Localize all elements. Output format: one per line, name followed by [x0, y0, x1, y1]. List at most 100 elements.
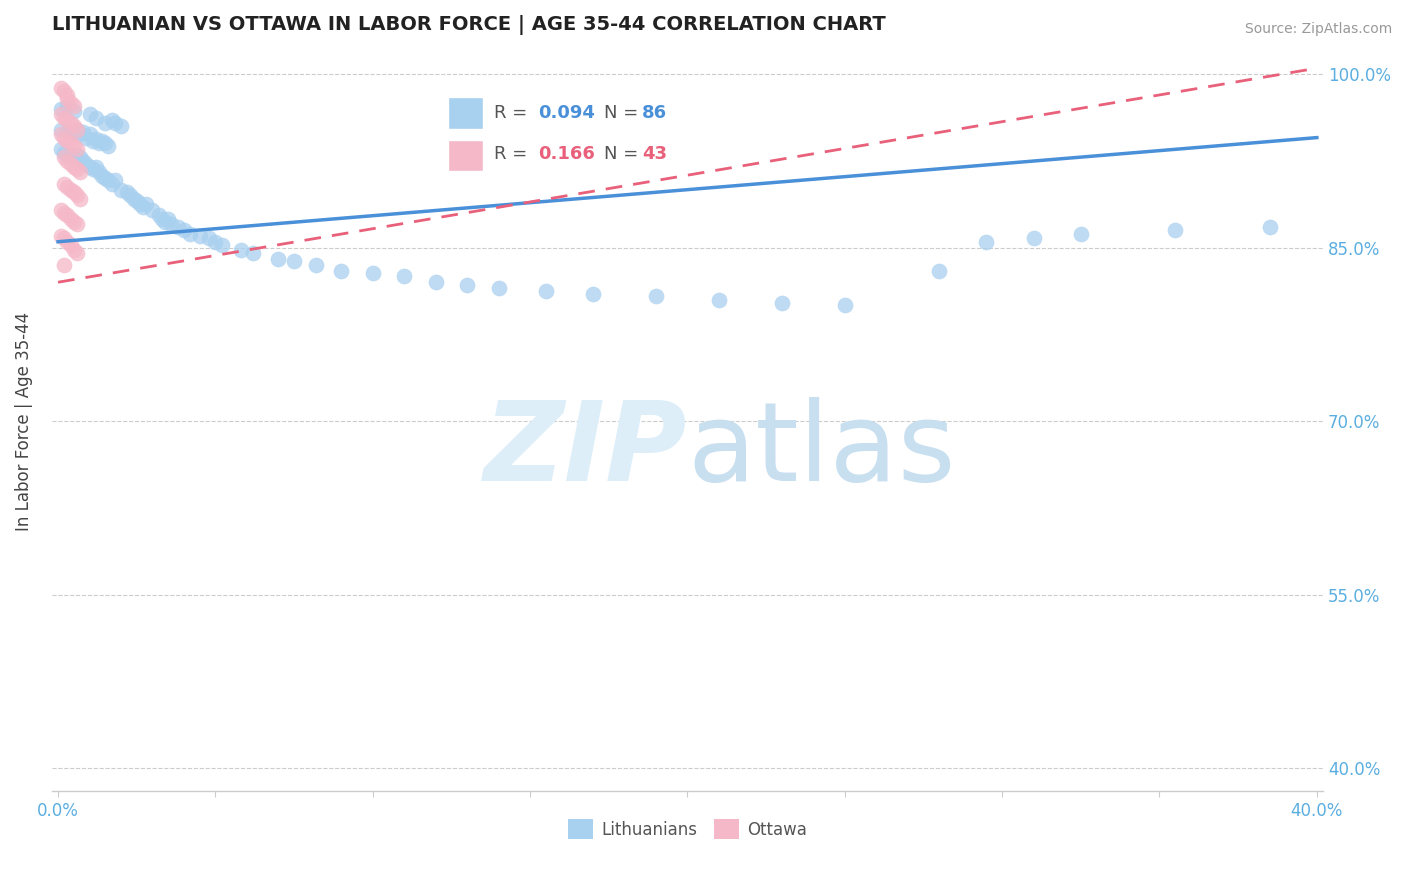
Point [122, 192, 145, 206]
Point [97, 173, 120, 187]
Point [53, 111, 76, 125]
Point [56, 208, 79, 222]
Point [72, 125, 94, 139]
Point [53, 206, 76, 220]
Point [66, 148, 89, 162]
Text: ZIP: ZIP [484, 397, 688, 504]
Point [166, 219, 188, 234]
Point [84, 132, 107, 146]
Point [66, 122, 89, 136]
Point [160, 218, 183, 232]
Point [51, 102, 73, 116]
Point [62, 150, 84, 164]
Point [94, 136, 117, 151]
Point [1258, 219, 1281, 234]
Point [305, 258, 328, 272]
Point [135, 196, 157, 211]
Point [56, 235, 79, 249]
Point [1070, 227, 1092, 241]
Point [72, 153, 94, 168]
Point [53, 177, 76, 191]
Point [59, 127, 82, 141]
Point [928, 263, 950, 277]
Point [87, 136, 110, 151]
Point [51, 142, 73, 156]
Point [56, 180, 79, 194]
Point [56, 99, 79, 113]
Point [66, 246, 89, 260]
Point [128, 196, 150, 211]
Point [229, 243, 252, 257]
Point [242, 246, 264, 260]
Point [834, 298, 856, 312]
Point [425, 275, 447, 289]
Point [173, 223, 195, 237]
Point [283, 254, 305, 268]
Point [53, 150, 76, 164]
Point [148, 208, 170, 222]
Point [132, 200, 155, 214]
Point [53, 231, 76, 245]
Point [66, 122, 89, 136]
Point [69, 165, 91, 179]
Point [211, 238, 233, 252]
Point [87, 165, 110, 179]
Point [488, 281, 510, 295]
Point [97, 138, 120, 153]
Point [770, 296, 793, 310]
Point [125, 194, 148, 209]
Point [79, 127, 101, 141]
Point [110, 183, 132, 197]
Point [51, 107, 73, 121]
Point [141, 203, 163, 218]
Point [204, 235, 226, 249]
Point [66, 161, 89, 176]
Point [56, 148, 79, 162]
Point [179, 227, 201, 241]
Point [645, 289, 668, 303]
Point [62, 125, 84, 139]
Point [59, 238, 82, 252]
Point [56, 87, 79, 102]
Point [75, 130, 97, 145]
Point [56, 125, 79, 139]
Point [91, 134, 114, 148]
Point [59, 211, 82, 226]
Point [120, 188, 142, 202]
Point [82, 161, 104, 176]
Point [100, 177, 122, 191]
Point [51, 80, 73, 95]
Point [59, 136, 82, 151]
Point [150, 211, 173, 226]
Point [392, 269, 415, 284]
Point [62, 138, 84, 153]
Point [94, 171, 117, 186]
Point [456, 277, 478, 292]
Point [56, 113, 79, 128]
Point [69, 150, 91, 164]
Point [56, 92, 79, 106]
Point [66, 218, 89, 232]
Point [79, 160, 101, 174]
Point [188, 229, 211, 244]
Point [62, 99, 84, 113]
Point [53, 130, 76, 145]
Point [82, 134, 104, 148]
Point [53, 145, 76, 160]
Point [59, 157, 82, 171]
Point [51, 229, 73, 244]
Point [361, 266, 384, 280]
Point [62, 160, 84, 174]
Point [62, 215, 84, 229]
Point [91, 169, 114, 183]
Point [51, 127, 73, 141]
Point [59, 115, 82, 129]
Point [66, 142, 89, 156]
Point [69, 192, 91, 206]
Point [51, 203, 73, 218]
Point [1164, 223, 1187, 237]
Point [117, 185, 139, 199]
Legend: Lithuanians, Ottawa: Lithuanians, Ottawa [561, 813, 814, 846]
Point [56, 134, 79, 148]
Text: atlas: atlas [688, 397, 956, 504]
